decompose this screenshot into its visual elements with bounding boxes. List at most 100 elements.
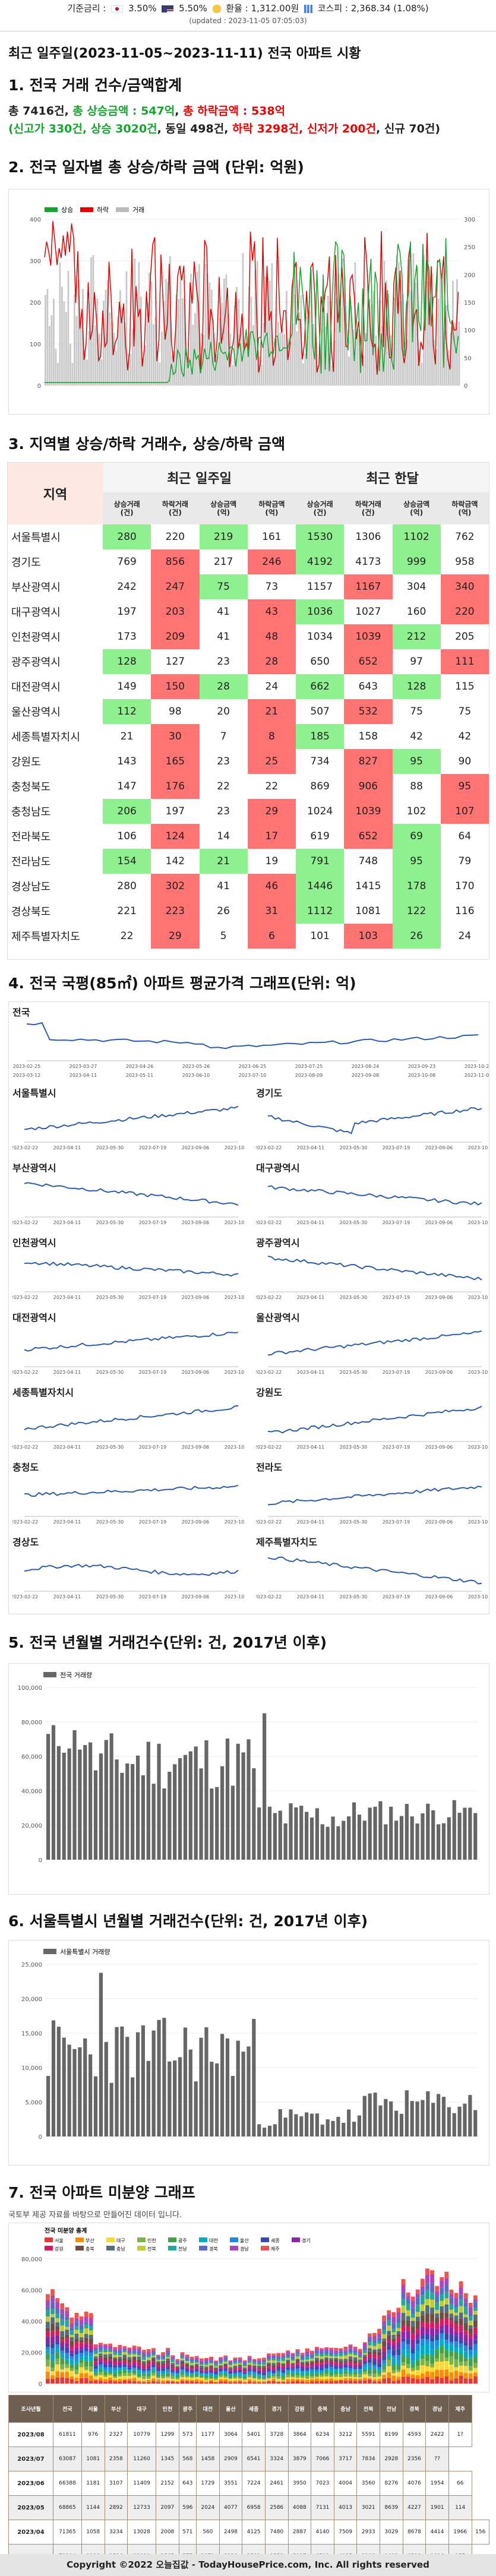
volume-bar — [128, 353, 129, 385]
unsold-stack-seg — [415, 2366, 420, 2370]
unsold-stack-seg — [113, 2349, 118, 2351]
region-chart-title: 부산광역시 — [12, 1162, 56, 1174]
unsold-cell: 2023/06 — [8, 2471, 53, 2496]
x-tick-label: 2023-10-25 — [225, 1220, 244, 1225]
volume-bar — [390, 335, 391, 385]
unsold-stack-seg — [406, 2327, 410, 2331]
unsold-stack-seg — [228, 2360, 233, 2362]
unsold-stack-seg — [377, 2341, 382, 2344]
unsold-col-header: 대구 — [127, 2395, 157, 2423]
unsold-stack-seg — [473, 2372, 478, 2376]
volume-bar — [240, 328, 242, 385]
month-bar — [273, 1813, 277, 1860]
region-value: 197 — [165, 805, 185, 817]
unsold-stack-seg — [300, 2376, 305, 2378]
month-bar — [352, 1802, 356, 1860]
y-tick-left: 200 — [30, 300, 41, 306]
unsold-stack-seg — [151, 2359, 156, 2362]
unsold-stack-seg — [180, 2364, 185, 2366]
volume-bar — [236, 286, 238, 385]
unsold-cell: 2097 — [156, 2495, 179, 2520]
unsold-stack-seg — [473, 2376, 478, 2384]
unsold-stack-seg — [180, 2360, 185, 2362]
unsold-cell: 3950 — [288, 2471, 312, 2496]
volume-bar — [142, 358, 144, 385]
unsold-stack-seg — [314, 2360, 319, 2363]
unsold-stack-seg — [459, 2375, 463, 2384]
unsold-stack-seg — [473, 2295, 478, 2300]
unsold-stack-seg — [377, 2337, 382, 2341]
x-tick-label: 2023-05-26 — [182, 1064, 210, 1069]
x-tick-label: 2023-04-11 — [53, 1370, 81, 1375]
month-bar — [56, 2027, 61, 2136]
unsold-stack-seg — [74, 2326, 79, 2330]
unsold-cell: 2327 — [104, 2422, 128, 2447]
unsold-stack-seg — [146, 2352, 151, 2354]
unsold-stack-seg — [233, 2358, 238, 2361]
unsold-stack-seg — [238, 2381, 242, 2384]
unsold-stack-seg — [84, 2373, 89, 2378]
unsold-stack-seg — [420, 2335, 425, 2339]
unsold-stack-seg — [329, 2363, 334, 2365]
region-value: 176 — [151, 774, 200, 799]
region-name: 충청북도 — [11, 781, 51, 794]
legend-label: 경남 — [240, 2246, 249, 2252]
region-row: 인천광역시 173 209 41 48 1034 1039 212 205 — [8, 624, 489, 649]
x-tick-label: 2023-07-25 — [295, 1064, 323, 1069]
unsold-stack-seg — [358, 2364, 362, 2366]
unsold-stack-seg — [151, 2368, 156, 2371]
unsold-stack-seg — [396, 2376, 401, 2381]
volume-bar — [312, 324, 315, 385]
unsold-stack-seg — [339, 2356, 343, 2359]
volume-bar — [46, 289, 49, 385]
volume-bar — [154, 317, 157, 385]
unsold-stack-seg — [141, 2361, 146, 2365]
unsold-stack-seg — [262, 2376, 266, 2378]
unsold-stack-seg — [103, 2376, 108, 2379]
unsold-stack-seg — [324, 2353, 329, 2356]
region-value: 24 — [458, 930, 472, 942]
unsold-stack-seg — [353, 2366, 358, 2368]
unsold-stack-seg — [276, 2362, 281, 2364]
subcol-header: 하락거래 (건) — [344, 492, 393, 524]
unsold-stack-seg — [74, 2347, 79, 2351]
unsold-stack-seg — [281, 2363, 286, 2365]
unsold-stack-seg — [166, 2360, 170, 2363]
unsold-stack-seg — [60, 2303, 65, 2309]
volume-bar — [350, 305, 352, 385]
unsold-stack-seg — [300, 2365, 305, 2366]
volume-bar — [217, 353, 219, 385]
region-value: 8 — [247, 724, 296, 749]
unsold-stack-seg — [137, 2382, 141, 2384]
unsold-stack-seg — [290, 2366, 295, 2369]
unsold-stack-seg — [108, 2349, 113, 2351]
unsold-stack-seg — [367, 2366, 372, 2370]
unsold-table-panel: 조사년월 전국 서울 부산 대구 인천 광주 대전 울산 세종 경기 강원 충북 충남 전북 전남 경북 경남 제주… — [8, 2395, 490, 2569]
unsold-stack-seg — [440, 2306, 444, 2313]
unsold-stack-seg — [339, 2363, 343, 2366]
unsold-stack-seg — [118, 2373, 122, 2376]
unsold-stack-seg — [372, 2353, 377, 2358]
unsold-stack-seg — [410, 2318, 415, 2321]
unsold-col-header: 전남 — [380, 2395, 403, 2423]
unsold-stack-seg — [233, 2376, 238, 2379]
unsold-stack-seg — [377, 2334, 382, 2338]
unsold-stack-seg — [281, 2358, 286, 2361]
volume-bar — [448, 350, 450, 385]
legend-swatch — [137, 2246, 146, 2251]
unsold-stack-seg — [367, 2351, 372, 2354]
unsold-stack-seg — [93, 2375, 98, 2376]
unsold-stack-seg — [459, 2287, 463, 2295]
unsold-stack-seg — [406, 2373, 410, 2377]
unsold-col-header: 광주 — [178, 2395, 197, 2423]
unsold-stack-seg — [267, 2362, 271, 2364]
unsold-stack-seg — [185, 2377, 189, 2380]
unsold-stack-seg — [219, 2360, 223, 2362]
unsold-stack-seg — [137, 2346, 141, 2349]
unsold-stack-seg — [362, 2344, 367, 2348]
unsold-stack-seg — [267, 2369, 271, 2372]
unsold-stack-seg — [286, 2359, 290, 2362]
unsold-cell: 1058 — [81, 2520, 105, 2545]
unsold-stack-seg — [339, 2361, 343, 2364]
region-price-chart: 광주광역시 — [256, 1235, 300, 1249]
